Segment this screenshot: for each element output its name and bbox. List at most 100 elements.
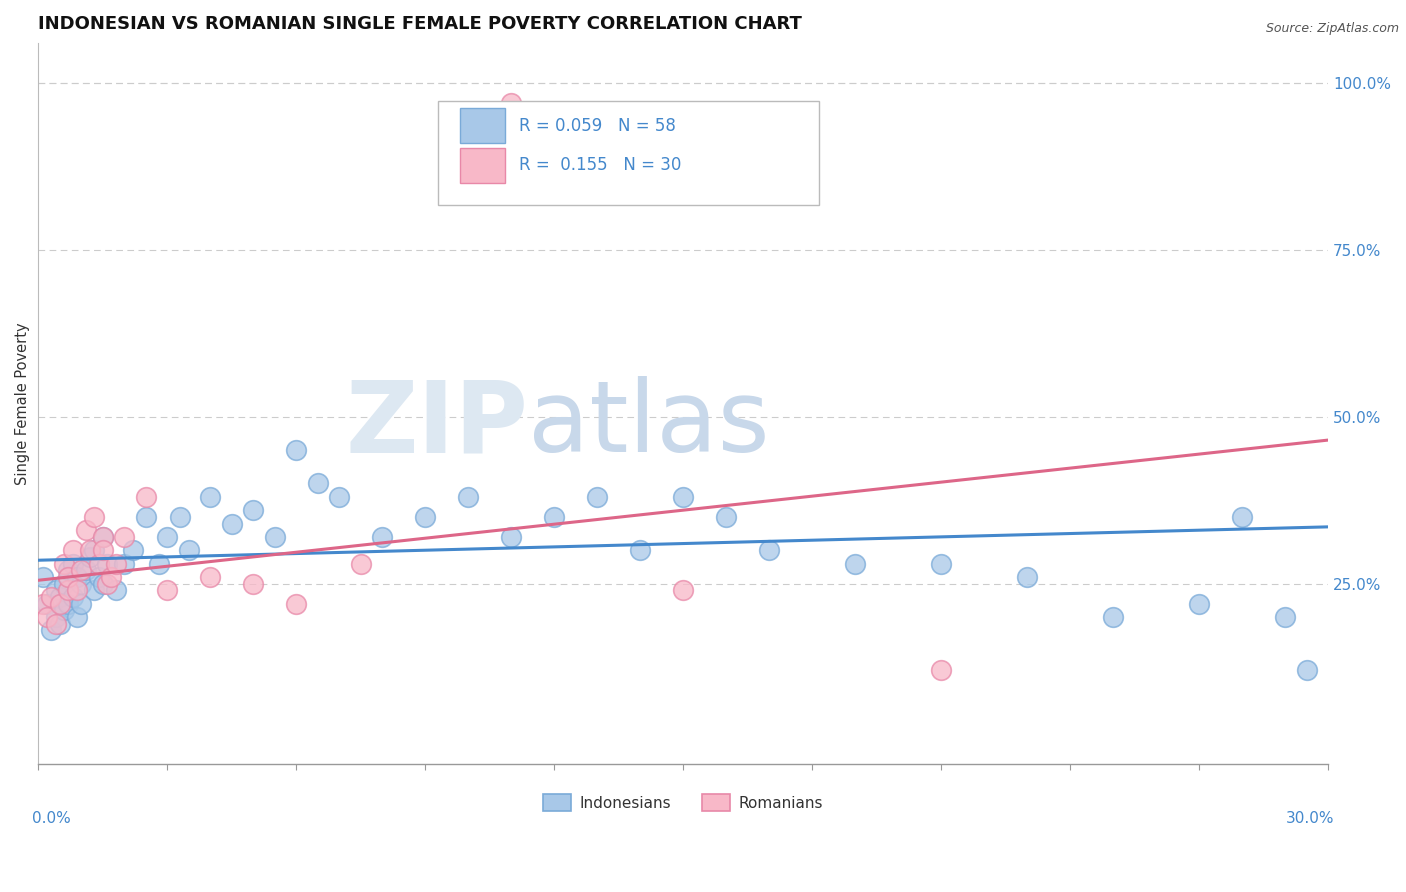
- Text: Source: ZipAtlas.com: Source: ZipAtlas.com: [1265, 22, 1399, 36]
- Text: R = 0.059   N = 58: R = 0.059 N = 58: [519, 117, 676, 135]
- Point: [35, 597, 58, 611]
- Point: [285, 443, 308, 458]
- Point: [91, 530, 114, 544]
- Point: [53, 576, 76, 591]
- Point: [307, 476, 329, 491]
- Point: [156, 530, 179, 544]
- FancyBboxPatch shape: [439, 101, 818, 205]
- Point: [39, 624, 62, 638]
- Point: [148, 557, 170, 571]
- Point: [87, 570, 110, 584]
- Point: [62, 590, 84, 604]
- Point: [501, 530, 523, 544]
- Point: [58, 563, 80, 577]
- Point: [91, 576, 114, 591]
- Point: [66, 583, 89, 598]
- Point: [1017, 570, 1039, 584]
- Point: [758, 543, 780, 558]
- Point: [543, 509, 565, 524]
- Point: [628, 543, 651, 558]
- Point: [1274, 610, 1296, 624]
- Point: [263, 530, 285, 544]
- Text: 0.0%: 0.0%: [32, 811, 70, 826]
- Point: [75, 523, 97, 537]
- Point: [672, 583, 695, 598]
- Point: [53, 557, 76, 571]
- Text: 30.0%: 30.0%: [1286, 811, 1334, 826]
- Point: [135, 490, 157, 504]
- Point: [122, 543, 145, 558]
- Point: [501, 95, 523, 110]
- Point: [66, 610, 89, 624]
- Point: [44, 616, 66, 631]
- Point: [135, 509, 157, 524]
- Point: [328, 490, 350, 504]
- Point: [58, 583, 80, 598]
- FancyBboxPatch shape: [460, 109, 505, 143]
- Point: [79, 549, 101, 564]
- FancyBboxPatch shape: [460, 148, 505, 183]
- Point: [70, 563, 93, 577]
- Point: [35, 610, 58, 624]
- Point: [79, 543, 101, 558]
- Point: [75, 563, 97, 577]
- Point: [49, 597, 72, 611]
- Text: R =  0.155   N = 30: R = 0.155 N = 30: [519, 156, 682, 175]
- Point: [83, 509, 105, 524]
- Point: [413, 509, 436, 524]
- Point: [70, 576, 93, 591]
- Point: [200, 570, 222, 584]
- Point: [87, 557, 110, 571]
- Point: [242, 503, 264, 517]
- Point: [242, 576, 264, 591]
- Point: [100, 570, 122, 584]
- Point: [44, 583, 66, 598]
- Point: [716, 509, 738, 524]
- Point: [1188, 597, 1211, 611]
- Point: [58, 570, 80, 584]
- Point: [104, 557, 127, 571]
- Point: [44, 610, 66, 624]
- Point: [83, 543, 105, 558]
- Point: [62, 557, 84, 571]
- Point: [672, 490, 695, 504]
- Point: [31, 570, 53, 584]
- Point: [371, 530, 394, 544]
- Point: [112, 530, 135, 544]
- Point: [83, 583, 105, 598]
- Point: [62, 543, 84, 558]
- Point: [1102, 610, 1125, 624]
- Point: [156, 583, 179, 598]
- Point: [221, 516, 243, 531]
- Point: [112, 557, 135, 571]
- Point: [53, 603, 76, 617]
- Point: [96, 557, 118, 571]
- Point: [1230, 509, 1253, 524]
- Point: [169, 509, 191, 524]
- Point: [70, 597, 93, 611]
- Text: atlas: atlas: [529, 376, 770, 474]
- Text: ZIP: ZIP: [346, 376, 529, 474]
- Point: [49, 616, 72, 631]
- Point: [91, 530, 114, 544]
- Point: [49, 590, 72, 604]
- Point: [457, 490, 479, 504]
- Point: [66, 570, 89, 584]
- Point: [91, 543, 114, 558]
- Point: [58, 597, 80, 611]
- Point: [929, 664, 952, 678]
- Point: [285, 597, 308, 611]
- Point: [200, 490, 222, 504]
- Point: [929, 557, 952, 571]
- Point: [31, 597, 53, 611]
- Y-axis label: Single Female Poverty: Single Female Poverty: [15, 322, 30, 484]
- Point: [1295, 664, 1317, 678]
- Point: [350, 557, 373, 571]
- Point: [104, 583, 127, 598]
- Legend: Indonesians, Romanians: Indonesians, Romanians: [537, 788, 830, 817]
- Text: INDONESIAN VS ROMANIAN SINGLE FEMALE POVERTY CORRELATION CHART: INDONESIAN VS ROMANIAN SINGLE FEMALE POV…: [38, 15, 803, 33]
- Point: [39, 590, 62, 604]
- Point: [586, 490, 609, 504]
- Point: [844, 557, 866, 571]
- Point: [177, 543, 200, 558]
